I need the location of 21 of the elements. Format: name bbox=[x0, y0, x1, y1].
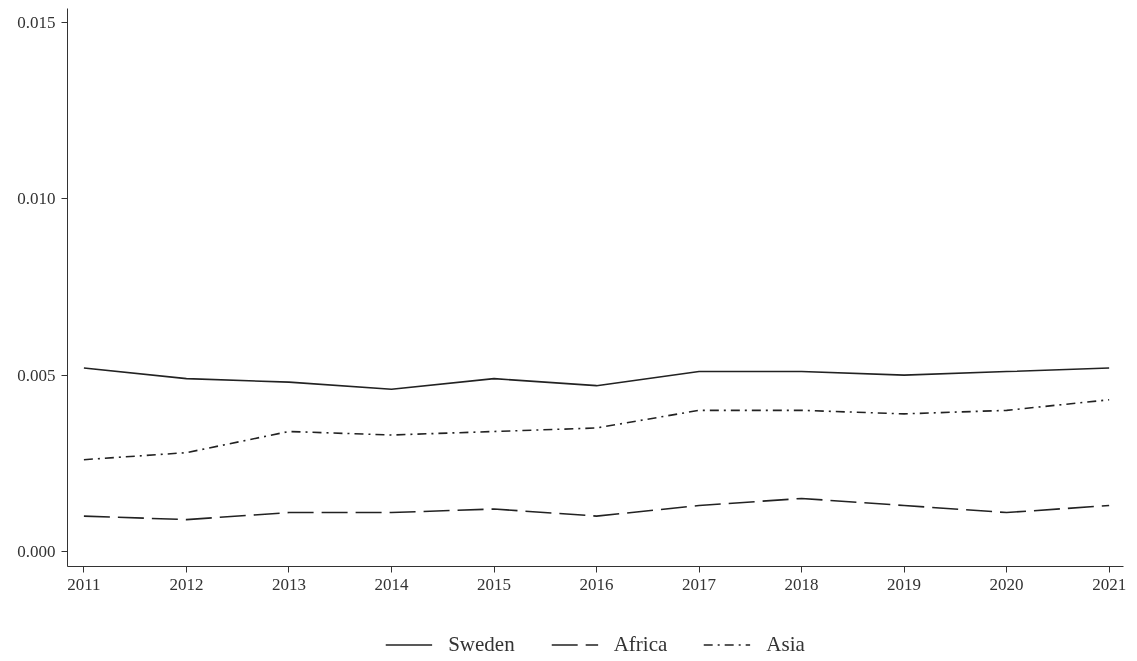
x-tick-label: 2013 bbox=[271, 574, 306, 594]
x-tick-label: 2021 bbox=[1092, 574, 1127, 594]
x-tick-label: 2012 bbox=[169, 574, 204, 594]
x-tick-label: 2016 bbox=[579, 574, 614, 594]
y-tick-label: 0.015 bbox=[17, 13, 56, 33]
x-tick-label: 2018 bbox=[784, 574, 819, 594]
x-tick-label: 2014 bbox=[374, 574, 409, 594]
x-tick-label: 2019 bbox=[887, 574, 922, 594]
y-tick-label: 0.010 bbox=[17, 189, 56, 209]
legend-label: Asia bbox=[766, 631, 805, 657]
x-tick-label: 2011 bbox=[67, 574, 101, 594]
line-series bbox=[83, 367, 1110, 390]
line-series bbox=[83, 497, 1110, 521]
x-tick-label: 2017 bbox=[682, 574, 717, 594]
legend-label: Africa bbox=[613, 631, 668, 657]
x-tick-label: 2020 bbox=[989, 574, 1024, 594]
y-tick-label: 0.000 bbox=[17, 541, 56, 561]
legend-label: Sweden bbox=[448, 631, 515, 657]
line-series bbox=[83, 398, 1110, 461]
x-tick-label: 2015 bbox=[477, 574, 511, 594]
y-tick-label: 0.005 bbox=[17, 365, 56, 385]
